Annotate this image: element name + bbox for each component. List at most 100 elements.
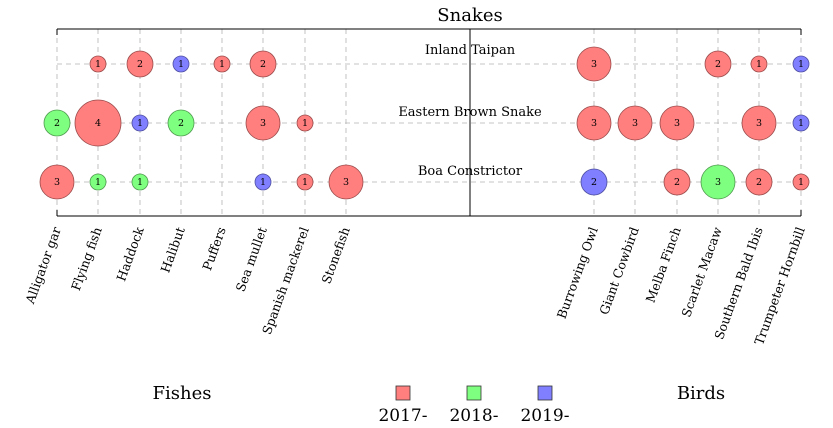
- column-label-haddock: Haddock: [113, 225, 147, 284]
- bubble-circle: [745, 168, 773, 196]
- bubble-boa-constrictor-trumpeter-hornbill: 1: [792, 173, 810, 191]
- legend-swatch: [466, 385, 482, 401]
- bubble-boa-constrictor-flying-fish: 1: [89, 173, 107, 191]
- bubble-boa-constrictor-spanish-mackerel: 1: [296, 173, 314, 191]
- column-label-stonefish: Stonefish: [318, 225, 352, 286]
- column-label-flying-fish: Flying fish: [68, 225, 105, 293]
- bubble-circle: [792, 173, 810, 191]
- legend-label: 2018-: [449, 406, 498, 426]
- bubble-boa-constrictor-scarlet-macaw: 3: [700, 164, 736, 200]
- bubble-inland-taipan-puffers: 1: [213, 55, 231, 73]
- bubble-value-label: 3: [715, 177, 721, 188]
- column-label-melba-finch: Melba Finch: [643, 225, 684, 305]
- bubble-circle: [792, 114, 810, 132]
- bubble-value-label: 1: [95, 177, 101, 188]
- bubble-inland-taipan-sea-mullet: 2: [249, 50, 277, 78]
- bubble-circle: [663, 168, 691, 196]
- legend-label: 2019-: [520, 406, 569, 426]
- bubble-circle: [43, 109, 71, 137]
- legend-swatch: [395, 385, 411, 401]
- bubble-circle: [328, 164, 364, 200]
- bubble-value-label: 1: [95, 59, 101, 70]
- bubble-value-label: 3: [343, 177, 349, 188]
- bubble-circle: [167, 109, 195, 137]
- bubble-value-label: 3: [54, 177, 60, 188]
- bubble-circle: [741, 105, 777, 141]
- legend-swatch: [537, 385, 553, 401]
- bubble-value-label: 4: [95, 118, 101, 129]
- bubble-inland-taipan-flying-fish: 1: [89, 55, 107, 73]
- bubble-circle: [296, 114, 314, 132]
- bubble-circle: [254, 173, 272, 191]
- bubble-value-label: 3: [591, 118, 597, 129]
- bubble-circle: [249, 50, 277, 78]
- bubble-eastern-brown-snake-burrowing-owl: 3: [576, 105, 612, 141]
- bubble-value-label: 1: [178, 59, 184, 70]
- column-label-sea-mullet: Sea mullet: [233, 225, 270, 294]
- bubble-boa-constrictor-melba-finch: 2: [663, 168, 691, 196]
- bubble-value-label: 2: [674, 177, 680, 188]
- bubble-inland-taipan-haddock: 2: [126, 50, 154, 78]
- bubble-circle: [704, 50, 732, 78]
- bubble-eastern-brown-snake-sea-mullet: 3: [245, 105, 281, 141]
- bubble-circle: [245, 105, 281, 141]
- bubble-value-label: 1: [756, 59, 762, 70]
- bubble-boa-constrictor-sea-mullet: 1: [254, 173, 272, 191]
- bubble-boa-constrictor-southern-bald-ibis: 2: [745, 168, 773, 196]
- right-group-label: Birds: [677, 383, 725, 404]
- legend-label: 2017-: [378, 406, 427, 426]
- bubble-circle: [296, 173, 314, 191]
- bubble-circle: [131, 173, 149, 191]
- bubble-value-label: 1: [137, 118, 143, 129]
- bubble-eastern-brown-snake-southern-bald-ibis: 3: [741, 105, 777, 141]
- column-label-giant-cowbird: Giant Cowbird: [596, 225, 642, 317]
- bubble-circle: [74, 99, 122, 147]
- legend-item-2019: 2019-: [520, 385, 570, 426]
- column-label-scarlet-macaw: Scarlet Macaw: [678, 225, 725, 319]
- bubble-value-label: 2: [756, 177, 762, 188]
- bubble-inland-taipan-burrowing-owl: 3: [576, 46, 612, 82]
- bubble-eastern-brown-snake-alligator-gar: 2: [43, 109, 71, 137]
- legend: 2017- 2018- 2019-: [378, 385, 570, 426]
- bubble-circle: [617, 105, 653, 141]
- bubble-circle: [659, 105, 695, 141]
- legend-item-2017: 2017-: [378, 385, 428, 426]
- bubble-boa-constrictor-haddock: 1: [131, 173, 149, 191]
- chart-title: Snakes: [437, 5, 502, 26]
- bubble-value-label: 2: [591, 177, 597, 188]
- bubble-eastern-brown-snake-spanish-mackerel: 1: [296, 114, 314, 132]
- bubble-circle: [576, 105, 612, 141]
- legend-item-2018: 2018-: [449, 385, 499, 426]
- bubble-circle: [39, 164, 75, 200]
- bubble-circle: [126, 50, 154, 78]
- column-label-halibut: Halibut: [157, 225, 187, 275]
- bubble-circle: [213, 55, 231, 73]
- bubble-value-label: 3: [591, 59, 597, 70]
- bubble-circle: [750, 55, 768, 73]
- bubble-circle: [89, 55, 107, 73]
- bubble-inland-taipan-halibut: 1: [172, 55, 190, 73]
- bubble-circle: [89, 173, 107, 191]
- bubble-value-label: 1: [219, 59, 225, 70]
- column-label-burrowing-owl: Burrowing Owl: [554, 225, 601, 321]
- bubble-inland-taipan-scarlet-macaw: 2: [704, 50, 732, 78]
- bubble-value-label: 2: [715, 59, 721, 70]
- bubble-circle: [580, 168, 608, 196]
- bubble-value-label: 1: [798, 59, 804, 70]
- bubble-value-label: 2: [260, 59, 266, 70]
- bubble-circle: [131, 114, 149, 132]
- bubble-value-label: 1: [798, 177, 804, 188]
- bubble-inland-taipan-trumpeter-hornbill: 1: [792, 55, 810, 73]
- bubble-circle: [576, 46, 612, 82]
- bubble-eastern-brown-snake-melba-finch: 3: [659, 105, 695, 141]
- bubble-value-label: 1: [137, 177, 143, 188]
- row-label-boa-constrictor: Boa Constrictor: [418, 164, 523, 179]
- bubble-value-label: 1: [260, 177, 266, 188]
- bubble-eastern-brown-snake-trumpeter-hornbill: 1: [792, 114, 810, 132]
- bubble-boa-constrictor-alligator-gar: 3: [39, 164, 75, 200]
- bubble-value-label: 2: [54, 118, 60, 129]
- row-label-inland-taipan: Inland Taipan: [425, 43, 516, 58]
- column-label-alligator-gar: Alligator gar: [22, 225, 64, 307]
- bubble-value-label: 2: [137, 59, 143, 70]
